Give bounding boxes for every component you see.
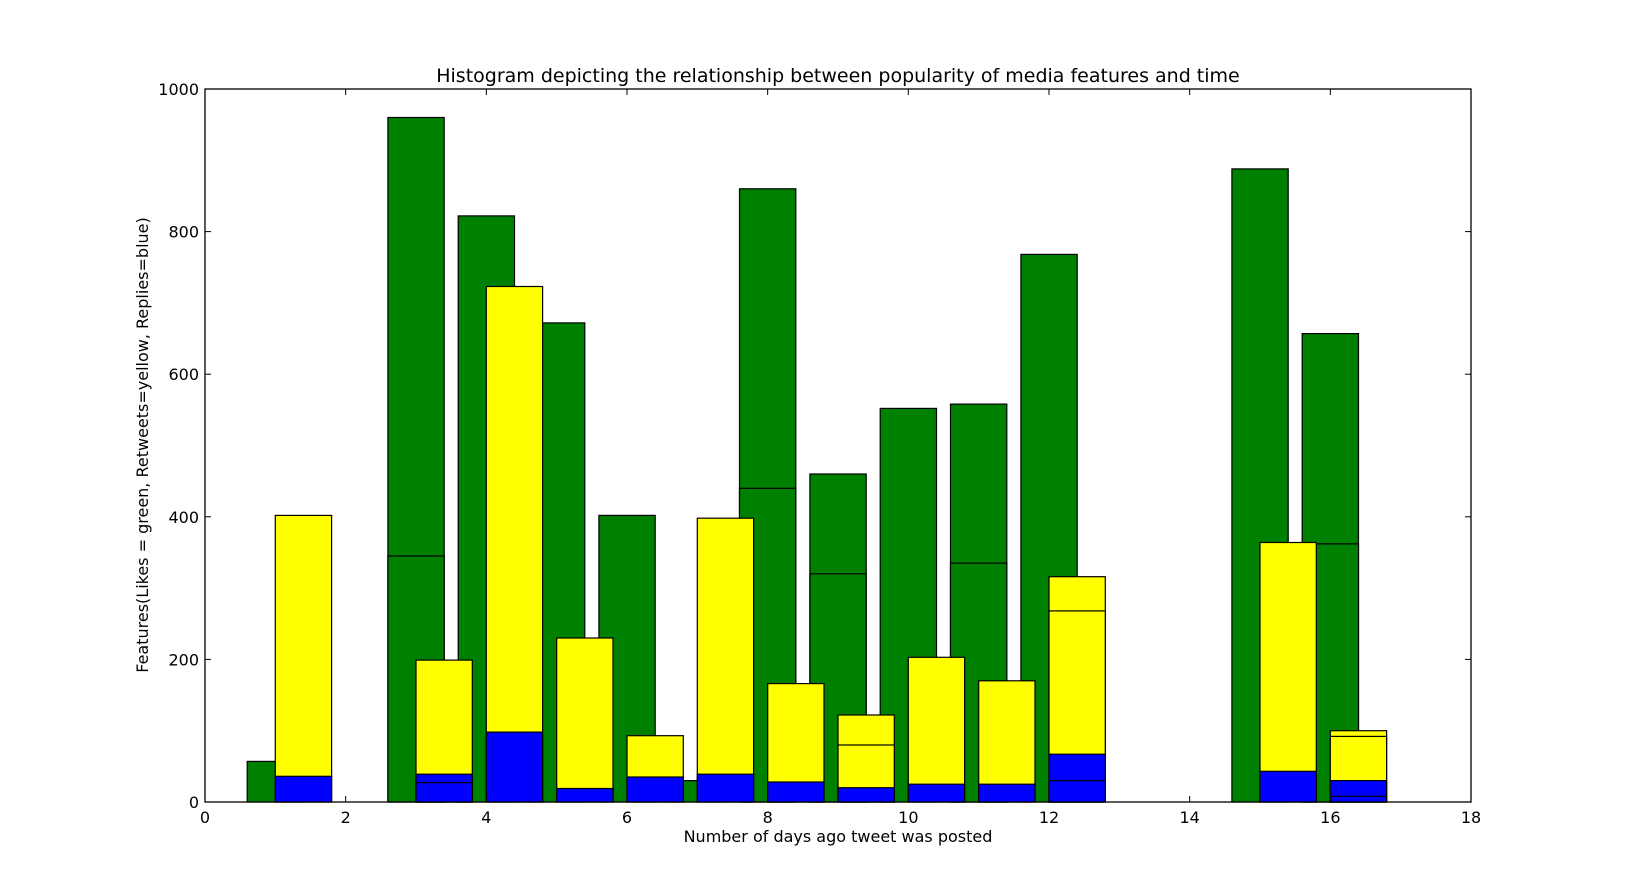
x-tick-label: 2 xyxy=(341,808,351,827)
replies-bar-8 xyxy=(837,787,895,803)
y-tick-label: 200 xyxy=(168,650,199,669)
replies-bar-7 xyxy=(767,781,825,803)
replies-bar-10 xyxy=(978,783,1036,803)
retweets-bar-2 xyxy=(485,285,544,803)
retweets-bar-9 xyxy=(907,656,966,803)
x-tick-label: 6 xyxy=(622,808,632,827)
replies-bar-12 xyxy=(1048,779,1106,803)
replies-bar-4 xyxy=(556,787,614,803)
replies-bar-6 xyxy=(696,773,755,803)
replies-bar-9 xyxy=(907,783,966,803)
x-tick-label: 10 xyxy=(898,808,918,827)
y-axis-label: Features(Likes = green, Retweets=yellow,… xyxy=(133,217,152,673)
replies-bar-15 xyxy=(1329,795,1388,803)
retweets-bar-5 xyxy=(696,517,755,803)
y-tick-label: 600 xyxy=(168,365,199,384)
x-tick-label: 16 xyxy=(1320,808,1340,827)
replies-bar-3 xyxy=(485,731,544,803)
plot-frame xyxy=(204,88,1472,803)
y-tick-label: 0 xyxy=(189,793,199,812)
retweets-bar-10 xyxy=(978,680,1036,803)
bars-group xyxy=(246,116,1388,803)
x-tick-label: 14 xyxy=(1179,808,1199,827)
x-tick-label: 8 xyxy=(763,808,773,827)
ticks-group: 0 2 4 6 8 10 12 14 16 18 0 200 400 600 800 1000 xyxy=(158,80,1481,827)
x-tick-label: 18 xyxy=(1461,808,1481,827)
y-tick-label: 400 xyxy=(168,508,199,527)
y-tick-label: 1000 xyxy=(158,80,199,99)
replies-bar-2 xyxy=(415,782,473,803)
retweets-bar-13 xyxy=(1259,541,1317,803)
x-axis-label: Number of days ago tweet was posted xyxy=(684,827,993,846)
chart-title: Histogram depicting the relationship bet… xyxy=(436,65,1240,87)
y-tick-label: 800 xyxy=(168,223,199,242)
retweets-bar-3 xyxy=(556,637,614,803)
retweets-bar-0 xyxy=(274,514,333,803)
replies-bar-5 xyxy=(626,776,684,803)
x-tick-label: 0 xyxy=(200,808,210,827)
replies-bar-0 xyxy=(274,775,333,803)
replies-bar-13 xyxy=(1259,770,1317,803)
x-tick-label: 12 xyxy=(1039,808,1059,827)
x-tick-label: 4 xyxy=(481,808,491,827)
